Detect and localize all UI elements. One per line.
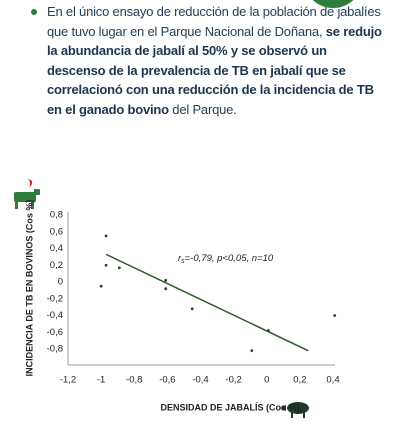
- point: [267, 329, 270, 332]
- y-tick-label: -0,4: [47, 310, 63, 321]
- point: [250, 349, 254, 353]
- x-tick-label: -0,8: [126, 375, 142, 386]
- x-axis-label: DENSIDAD DE JABALÍS (Cos %): [160, 402, 299, 412]
- x-tick-label: 0: [264, 375, 269, 386]
- trend-line: [105, 253, 309, 352]
- x-tick-label: 0,4: [326, 375, 339, 386]
- x-tick-label: -1: [97, 375, 105, 386]
- point: [104, 263, 108, 267]
- point: [333, 314, 337, 317]
- paragraph-run: se redujo la abundancia de jabalí al 50%…: [47, 23, 382, 117]
- point: [117, 266, 121, 270]
- y-tick-label: 0,2: [50, 260, 63, 271]
- cow-icon: [14, 178, 40, 209]
- point: [164, 278, 168, 282]
- x-tick-label: -0,6: [159, 375, 175, 386]
- x-tick-label: -0,2: [225, 375, 241, 386]
- point: [99, 284, 103, 288]
- y-tick-label: -0,6: [47, 327, 63, 338]
- point: [164, 287, 168, 291]
- corner-icon: [312, 0, 354, 8]
- x-tick-label: -0,4: [192, 375, 208, 386]
- y-tick-label: -0,8: [47, 344, 63, 355]
- y-tick-label: 0,6: [50, 226, 63, 237]
- x-tick-label: 0,2: [293, 375, 306, 386]
- boar-icon: [280, 402, 309, 418]
- y-axis-label: INCIDENCIA DE TB EN BOVINOS (Cos %): [24, 200, 34, 377]
- y-tick-label: 0,8: [50, 210, 63, 221]
- paragraph-run: En el único ensayo de reducción de la po…: [47, 4, 381, 39]
- annotation: rs=-0,79, p<0,05, n=10: [178, 253, 274, 265]
- point: [104, 234, 108, 238]
- paragraph-run: del Parque.: [168, 101, 237, 117]
- point: [190, 307, 194, 311]
- y-tick-label: 0,4: [50, 243, 63, 254]
- intro-paragraph: En el único ensayo de reducción de la po…: [47, 2, 387, 119]
- y-tick-label: 0: [58, 277, 63, 288]
- annotation-sub: s: [181, 258, 185, 265]
- annotation-stats: =-0,79, p<0,05, n=10: [185, 253, 274, 264]
- bullet: [31, 9, 37, 15]
- annotation-r: r: [178, 253, 182, 264]
- x-tick-label: -1,2: [60, 375, 76, 386]
- y-tick-label: -0,2: [47, 293, 63, 304]
